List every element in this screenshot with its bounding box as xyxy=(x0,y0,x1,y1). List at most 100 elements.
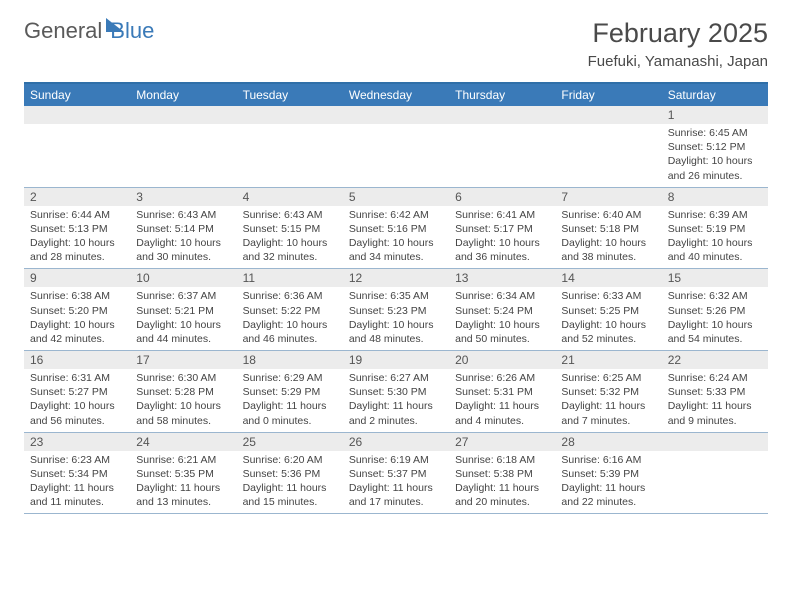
sunrise-text: Sunrise: 6:21 AM xyxy=(134,453,232,467)
daylight-text: Daylight: 11 hours xyxy=(347,481,445,495)
daylight-text: Daylight: 10 hours xyxy=(559,318,657,332)
daynum-row: 232425262728 xyxy=(24,433,768,451)
day-cell: Sunrise: 6:19 AMSunset: 5:37 PMDaylight:… xyxy=(343,453,449,514)
day-cell: Sunrise: 6:41 AMSunset: 5:17 PMDaylight:… xyxy=(449,208,555,269)
day-cell xyxy=(449,126,555,187)
daylight-text: and 11 minutes. xyxy=(28,495,126,509)
day-cell: Sunrise: 6:42 AMSunset: 5:16 PMDaylight:… xyxy=(343,208,449,269)
sunrise-text: Sunrise: 6:31 AM xyxy=(28,371,126,385)
logo-text-general: General xyxy=(24,18,102,44)
day-cell: Sunrise: 6:36 AMSunset: 5:22 PMDaylight:… xyxy=(237,289,343,350)
sunset-text: Sunset: 5:14 PM xyxy=(134,222,232,236)
daylight-text: and 22 minutes. xyxy=(559,495,657,509)
dayhead-tue: Tuesday xyxy=(237,84,343,106)
daylight-text: and 56 minutes. xyxy=(28,414,126,428)
day-number: 18 xyxy=(237,351,343,369)
daylight-text: and 0 minutes. xyxy=(241,414,339,428)
sunrise-text: Sunrise: 6:44 AM xyxy=(28,208,126,222)
day-number: 23 xyxy=(24,433,130,451)
sunset-text: Sunset: 5:21 PM xyxy=(134,304,232,318)
sunset-text: Sunset: 5:28 PM xyxy=(134,385,232,399)
day-cell: Sunrise: 6:43 AMSunset: 5:15 PMDaylight:… xyxy=(237,208,343,269)
daylight-text: and 50 minutes. xyxy=(453,332,551,346)
day-cell: Sunrise: 6:24 AMSunset: 5:33 PMDaylight:… xyxy=(662,371,768,432)
logo-flag-icon xyxy=(106,18,124,32)
day-number: 22 xyxy=(662,351,768,369)
day-number: 26 xyxy=(343,433,449,451)
day-number xyxy=(555,106,661,124)
day-number: 1 xyxy=(662,106,768,124)
day-number: 2 xyxy=(24,188,130,206)
sunset-text: Sunset: 5:27 PM xyxy=(28,385,126,399)
day-cell: Sunrise: 6:45 AMSunset: 5:12 PMDaylight:… xyxy=(662,126,768,187)
daylight-text: Daylight: 10 hours xyxy=(28,399,126,413)
sunrise-text: Sunrise: 6:29 AM xyxy=(241,371,339,385)
daylight-text: Daylight: 10 hours xyxy=(134,318,232,332)
day-cell: Sunrise: 6:31 AMSunset: 5:27 PMDaylight:… xyxy=(24,371,130,432)
day-number: 7 xyxy=(555,188,661,206)
day-cell xyxy=(24,126,130,187)
day-cell: Sunrise: 6:37 AMSunset: 5:21 PMDaylight:… xyxy=(130,289,236,350)
daylight-text: and 7 minutes. xyxy=(559,414,657,428)
sunset-text: Sunset: 5:32 PM xyxy=(559,385,657,399)
day-cell: Sunrise: 6:34 AMSunset: 5:24 PMDaylight:… xyxy=(449,289,555,350)
week-block: 232425262728 Sunrise: 6:23 AMSunset: 5:34… xyxy=(24,433,768,515)
sunrise-text: Sunrise: 6:36 AM xyxy=(241,289,339,303)
daylight-text: and 2 minutes. xyxy=(347,414,445,428)
day-cell: Sunrise: 6:23 AMSunset: 5:34 PMDaylight:… xyxy=(24,453,130,514)
sunrise-text: Sunrise: 6:37 AM xyxy=(134,289,232,303)
daylight-text: and 28 minutes. xyxy=(28,250,126,264)
sunrise-text: Sunrise: 6:25 AM xyxy=(559,371,657,385)
day-number: 25 xyxy=(237,433,343,451)
daylight-text: and 52 minutes. xyxy=(559,332,657,346)
day-number: 28 xyxy=(555,433,661,451)
day-number xyxy=(343,106,449,124)
day-number: 3 xyxy=(130,188,236,206)
dayhead-sat: Saturday xyxy=(662,84,768,106)
daylight-text: Daylight: 10 hours xyxy=(241,318,339,332)
day-number xyxy=(237,106,343,124)
calendar: Sunday Monday Tuesday Wednesday Thursday… xyxy=(24,82,768,514)
week-row: Sunrise: 6:45 AMSunset: 5:12 PMDaylight:… xyxy=(24,126,768,188)
day-number: 4 xyxy=(237,188,343,206)
day-number: 20 xyxy=(449,351,555,369)
daylight-text: Daylight: 10 hours xyxy=(453,236,551,250)
daylight-text: Daylight: 10 hours xyxy=(28,236,126,250)
week-row: Sunrise: 6:44 AMSunset: 5:13 PMDaylight:… xyxy=(24,208,768,270)
sunset-text: Sunset: 5:29 PM xyxy=(241,385,339,399)
day-cell: Sunrise: 6:18 AMSunset: 5:38 PMDaylight:… xyxy=(449,453,555,514)
daylight-text: and 15 minutes. xyxy=(241,495,339,509)
sunrise-text: Sunrise: 6:27 AM xyxy=(347,371,445,385)
day-number: 24 xyxy=(130,433,236,451)
sunset-text: Sunset: 5:15 PM xyxy=(241,222,339,236)
sunset-text: Sunset: 5:35 PM xyxy=(134,467,232,481)
daylight-text: Daylight: 10 hours xyxy=(241,236,339,250)
daylight-text: Daylight: 10 hours xyxy=(28,318,126,332)
day-cell xyxy=(237,126,343,187)
day-number: 27 xyxy=(449,433,555,451)
daylight-text: and 32 minutes. xyxy=(241,250,339,264)
day-number: 10 xyxy=(130,269,236,287)
sunset-text: Sunset: 5:37 PM xyxy=(347,467,445,481)
day-cell: Sunrise: 6:33 AMSunset: 5:25 PMDaylight:… xyxy=(555,289,661,350)
daylight-text: and 36 minutes. xyxy=(453,250,551,264)
day-number xyxy=(449,106,555,124)
daylight-text: and 4 minutes. xyxy=(453,414,551,428)
daylight-text: and 38 minutes. xyxy=(559,250,657,264)
daylight-text: Daylight: 10 hours xyxy=(347,318,445,332)
week-block: 9101112131415Sunrise: 6:38 AMSunset: 5:2… xyxy=(24,269,768,351)
daylight-text: and 20 minutes. xyxy=(453,495,551,509)
day-number xyxy=(130,106,236,124)
day-cell xyxy=(662,453,768,514)
sunrise-text: Sunrise: 6:32 AM xyxy=(666,289,764,303)
sunset-text: Sunset: 5:26 PM xyxy=(666,304,764,318)
day-cell: Sunrise: 6:27 AMSunset: 5:30 PMDaylight:… xyxy=(343,371,449,432)
page-title: February 2025 xyxy=(588,18,768,49)
sunset-text: Sunset: 5:30 PM xyxy=(347,385,445,399)
sunset-text: Sunset: 5:31 PM xyxy=(453,385,551,399)
day-number: 15 xyxy=(662,269,768,287)
daylight-text: and 34 minutes. xyxy=(347,250,445,264)
daylight-text: and 13 minutes. xyxy=(134,495,232,509)
dayhead-mon: Monday xyxy=(130,84,236,106)
day-number: 6 xyxy=(449,188,555,206)
